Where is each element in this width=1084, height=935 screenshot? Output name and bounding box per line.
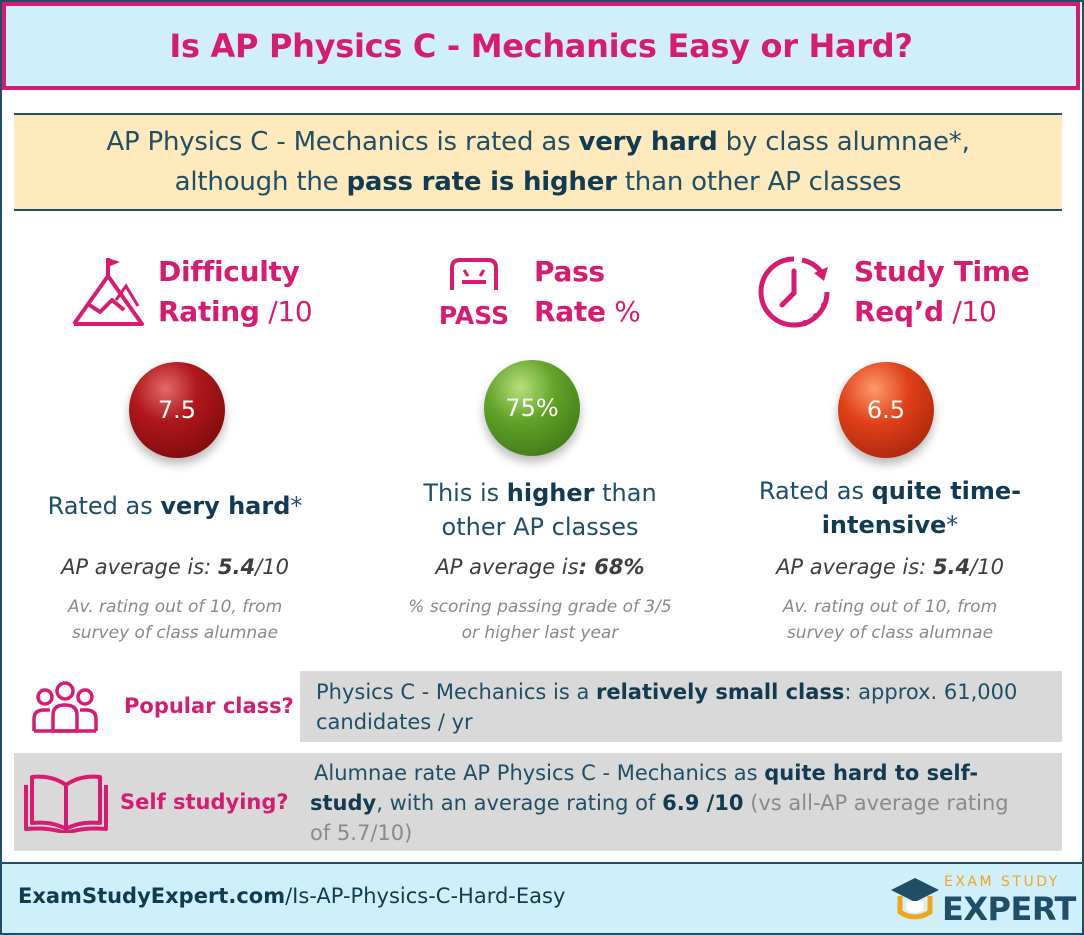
desc-highlight: higher — [506, 479, 595, 507]
band-text: Alumnae rate AP Physics C - Mechanics as — [314, 761, 765, 785]
difficulty-score-ball: 7.5 — [129, 362, 225, 458]
band-highlight: quite hard to self- — [764, 761, 979, 785]
desc-text: * — [290, 492, 303, 520]
band-label-area — [108, 671, 300, 742]
note-line: Av. rating out of 10, from — [67, 597, 283, 617]
label-unit: % — [605, 295, 641, 328]
source-link[interactable]: ExamStudyExpert.com/Is-AP-Physics-C-Hard… — [18, 884, 565, 908]
note-line: survey of class alumnae — [786, 623, 994, 643]
page-title: Is AP Physics C - Mechanics Easy or Hard… — [169, 27, 913, 65]
band-highlight: relatively small class — [596, 680, 845, 704]
band-text-muted: (vs all-AP average rating — [743, 791, 1009, 815]
desc-text: This is — [423, 479, 507, 507]
band-highlight: 6.9 /10 — [662, 791, 744, 815]
study-time-header: Study Time Req’d /10 — [754, 252, 1030, 332]
popular-class-label: Popular class? — [124, 694, 294, 718]
summary-box: AP Physics C - Mechanics is rated as ver… — [14, 113, 1062, 211]
footer-divider — [2, 862, 1082, 864]
desc-text: than — [594, 479, 657, 507]
band-text: : approx. 61,000 — [844, 680, 1018, 704]
source-path: /Is-AP-Physics-C-Hard-Easy — [285, 884, 566, 908]
study-time-note: Av. rating out of 10, from survey of cla… — [730, 594, 1050, 646]
note-line: Av. rating out of 10, from — [782, 597, 998, 617]
summary-text: by class alumnae*, — [717, 127, 970, 157]
desc-text: Rated as — [47, 492, 161, 520]
pass-rate-ball: 75% — [484, 360, 580, 456]
title-bar: Is AP Physics C - Mechanics Easy or Hard… — [2, 2, 1080, 90]
open-book-icon — [24, 771, 108, 833]
band-highlight: study — [310, 791, 377, 815]
avg-value: 5.4 — [932, 555, 971, 579]
avg-text: AP average is — [435, 555, 579, 579]
label-text: Rate — [534, 295, 606, 328]
summary-text: AP Physics C - Mechanics is rated as — [106, 127, 579, 157]
difficulty-ap-average: AP average is: 5.4/10 — [20, 555, 330, 579]
mountain-flag-icon — [68, 254, 148, 330]
difficulty-label: Difficulty Rating /10 — [158, 252, 313, 332]
popular-class-band: Popular class? Physics C - Mechanics is … — [14, 671, 1062, 742]
label-text: Req’d — [854, 295, 944, 328]
pass-header: PASS Pass Rate % — [438, 252, 641, 332]
svg-text:PASS: PASS — [439, 301, 509, 330]
pass-label: Pass Rate % — [534, 252, 641, 332]
summary-text: than other AP classes — [616, 167, 902, 197]
pass-badge-icon: PASS — [438, 254, 510, 330]
difficulty-note: Av. rating out of 10, from survey of cla… — [20, 594, 330, 646]
desc-highlight: quite time- — [871, 477, 1022, 505]
pass-description: This is higher than other AP classes — [380, 476, 700, 544]
avg-text: AP average is: — [776, 555, 933, 579]
desc-text: * — [946, 511, 959, 539]
self-study-band: Self studying? Alumnae rate AP Physics C… — [14, 753, 1062, 851]
self-study-label: Self studying? — [120, 790, 289, 814]
band-text: candidates / yr — [316, 710, 473, 734]
summary-highlight: pass rate is higher — [346, 167, 617, 197]
label-text: Difficulty — [158, 255, 300, 288]
pass-note: % scoring passing grade of 3/5 or higher… — [370, 594, 710, 646]
study-time-label: Study Time Req’d /10 — [854, 252, 1030, 332]
study-time-ap-average: AP average is: 5.4/10 — [730, 555, 1050, 579]
summary-text: although the — [174, 167, 347, 197]
pass-ap-average: AP average is: 68% — [380, 555, 700, 579]
label-text: Study Time — [854, 255, 1030, 288]
people-group-icon — [30, 679, 100, 735]
note-line: survey of class alumnae — [71, 623, 279, 643]
band-text: Physics C - Mechanics is a — [316, 680, 596, 704]
desc-highlight: intensive — [821, 511, 947, 539]
difficulty-header: Difficulty Rating /10 — [68, 252, 313, 332]
avg-text: AP average is: — [61, 555, 218, 579]
note-line: or higher last year — [461, 623, 619, 643]
avg-text: /10 — [970, 555, 1004, 579]
avg-value: : 68% — [578, 555, 645, 579]
desc-text: other AP classes — [441, 513, 639, 541]
band-text: , with an average rating of — [376, 791, 663, 815]
source-domain: ExamStudyExpert.com — [18, 884, 286, 908]
popular-class-text: Physics C - Mechanics is a relatively sm… — [316, 677, 1056, 737]
summary-line-2: although the pass rate is higher than ot… — [175, 162, 902, 202]
note-line: % scoring passing grade of 3/5 — [408, 597, 672, 617]
label-unit: /10 — [259, 295, 313, 328]
avg-text: /10 — [255, 555, 289, 579]
desc-text: Rated as — [758, 477, 872, 505]
summary-highlight: very hard — [578, 127, 718, 157]
study-time-ball: 6.5 — [838, 362, 934, 458]
clock-timer-icon — [754, 253, 834, 331]
difficulty-description: Rated as very hard* — [20, 489, 330, 523]
label-unit: /10 — [943, 295, 997, 328]
desc-highlight: very hard — [160, 492, 291, 520]
band-text-muted: of 5.7/10) — [310, 821, 413, 845]
brand-logo: EXAM STUDY EXPERT — [890, 872, 1076, 928]
footer: ExamStudyExpert.com/Is-AP-Physics-C-Hard… — [2, 864, 1082, 933]
brand-tagline: EXAM STUDY — [944, 874, 1060, 890]
label-text: Pass — [534, 255, 605, 288]
avg-value: 5.4 — [217, 555, 256, 579]
brand-name: EXPERT — [942, 890, 1076, 928]
graduation-cap-icon — [890, 876, 940, 922]
study-time-description: Rated as quite time- intensive* — [730, 474, 1050, 542]
label-text: Rating — [158, 295, 260, 328]
summary-line-1: AP Physics C - Mechanics is rated as ver… — [106, 122, 969, 162]
self-study-text: Alumnae rate AP Physics C - Mechanics as… — [310, 758, 1055, 848]
